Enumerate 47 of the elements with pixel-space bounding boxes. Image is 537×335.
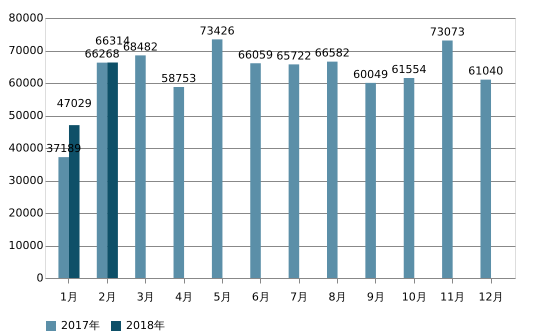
x-tick-label: 12月 [478, 290, 504, 304]
x-tick-label: 9月 [366, 290, 385, 304]
bar [212, 39, 222, 278]
bar [404, 78, 414, 278]
bar [174, 87, 184, 278]
x-tick-label: 5月 [213, 290, 232, 304]
x-tick-label: 6月 [252, 290, 270, 304]
bar [58, 157, 69, 278]
data-label: 61554 [392, 62, 427, 76]
y-tick-label: 60000 [8, 76, 44, 90]
bar [96, 62, 108, 278]
bar [288, 64, 300, 278]
data-label: 66268 [84, 48, 120, 61]
bar [365, 82, 376, 278]
y-tick-label: 80000 [8, 12, 44, 24]
data-label: 65722 [276, 49, 312, 62]
x-tick-label: 2月 [98, 290, 116, 304]
y-tick-label: 10000 [8, 239, 44, 252]
x-tick-label: 4月 [175, 290, 194, 304]
data-label: 66582 [314, 46, 350, 60]
bar [250, 63, 261, 278]
data-label: 60049 [353, 68, 388, 81]
x-tick-label: 3月 [136, 290, 155, 304]
data-label: 47029 [56, 97, 92, 110]
legend-label: 2018年 [126, 319, 165, 332]
data-label: 73426 [200, 24, 235, 38]
y-tick-label: 50000 [8, 109, 44, 122]
data-label: 61040 [468, 64, 504, 78]
data-label: 58753 [161, 72, 196, 86]
y-tick-label: 30000 [8, 174, 44, 187]
x-tick-label: 8月 [328, 290, 347, 304]
legend-label: 2017年 [61, 319, 100, 332]
data-label: 73073 [430, 26, 465, 39]
y-tick-label: 70000 [8, 44, 44, 57]
x-tick-label: 7月 [290, 290, 308, 304]
data-label: 66059 [238, 48, 274, 62]
y-tick-label: 20000 [8, 206, 44, 220]
bar [327, 62, 338, 278]
bar [107, 62, 118, 278]
bar [480, 80, 492, 278]
bar [442, 40, 453, 278]
y-tick-label: 40000 [8, 142, 44, 154]
bar [135, 55, 146, 278]
y-tick-label: 0 [36, 272, 44, 284]
x-tick-label: 11月 [440, 290, 466, 304]
x-tick-label: 10月 [402, 290, 427, 304]
x-tick-label: 1月 [60, 290, 78, 304]
